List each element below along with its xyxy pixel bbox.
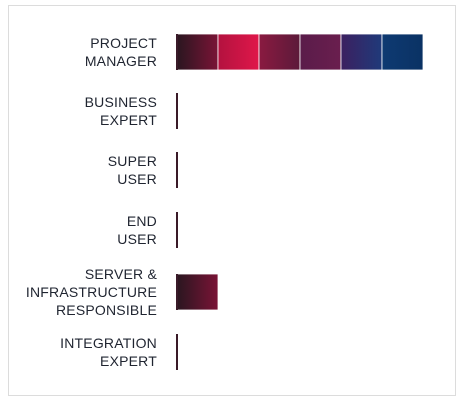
bar-segment — [176, 33, 219, 71]
category-label-line: INTEGRATION — [60, 335, 157, 351]
bar-segment — [299, 33, 342, 71]
category-label: SERVER & INFRASTRUCTURE RESPONSIBLE — [26, 265, 157, 319]
category-label-line: EXPERT — [100, 112, 157, 128]
bar-segment — [258, 33, 301, 71]
category-label-line: USER — [117, 171, 157, 187]
bar-segment — [381, 33, 424, 71]
category-label-line: SUPER — [107, 153, 157, 169]
category-label-line: INFRASTRUCTURE — [25, 284, 157, 300]
category-label: BUSINESS EXPERT — [85, 93, 157, 129]
category-label-line: BUSINESS — [84, 94, 157, 110]
category-label: PROJECT MANAGER — [85, 34, 157, 70]
category-label-line: USER — [117, 231, 157, 247]
category-label-line: MANAGER — [84, 53, 157, 69]
category-label-line: PROJECT — [90, 35, 157, 51]
category-label: END USER — [117, 212, 157, 248]
category-label-line: SERVER & — [84, 266, 157, 282]
category-label: SUPER USER — [108, 152, 157, 188]
bar-segment — [176, 273, 219, 311]
bar-segment — [340, 33, 383, 71]
category-labels: PROJECT MANAGER BUSINESS EXPERT SUPER USER END… — [0, 0, 157, 404]
category-label: INTEGRATION EXPERT — [60, 334, 157, 370]
category-label-line: END — [126, 213, 157, 229]
bar-segment — [217, 33, 260, 71]
category-label-line: RESPONSIBLE — [55, 302, 157, 318]
category-label-line: EXPERT — [100, 353, 157, 369]
